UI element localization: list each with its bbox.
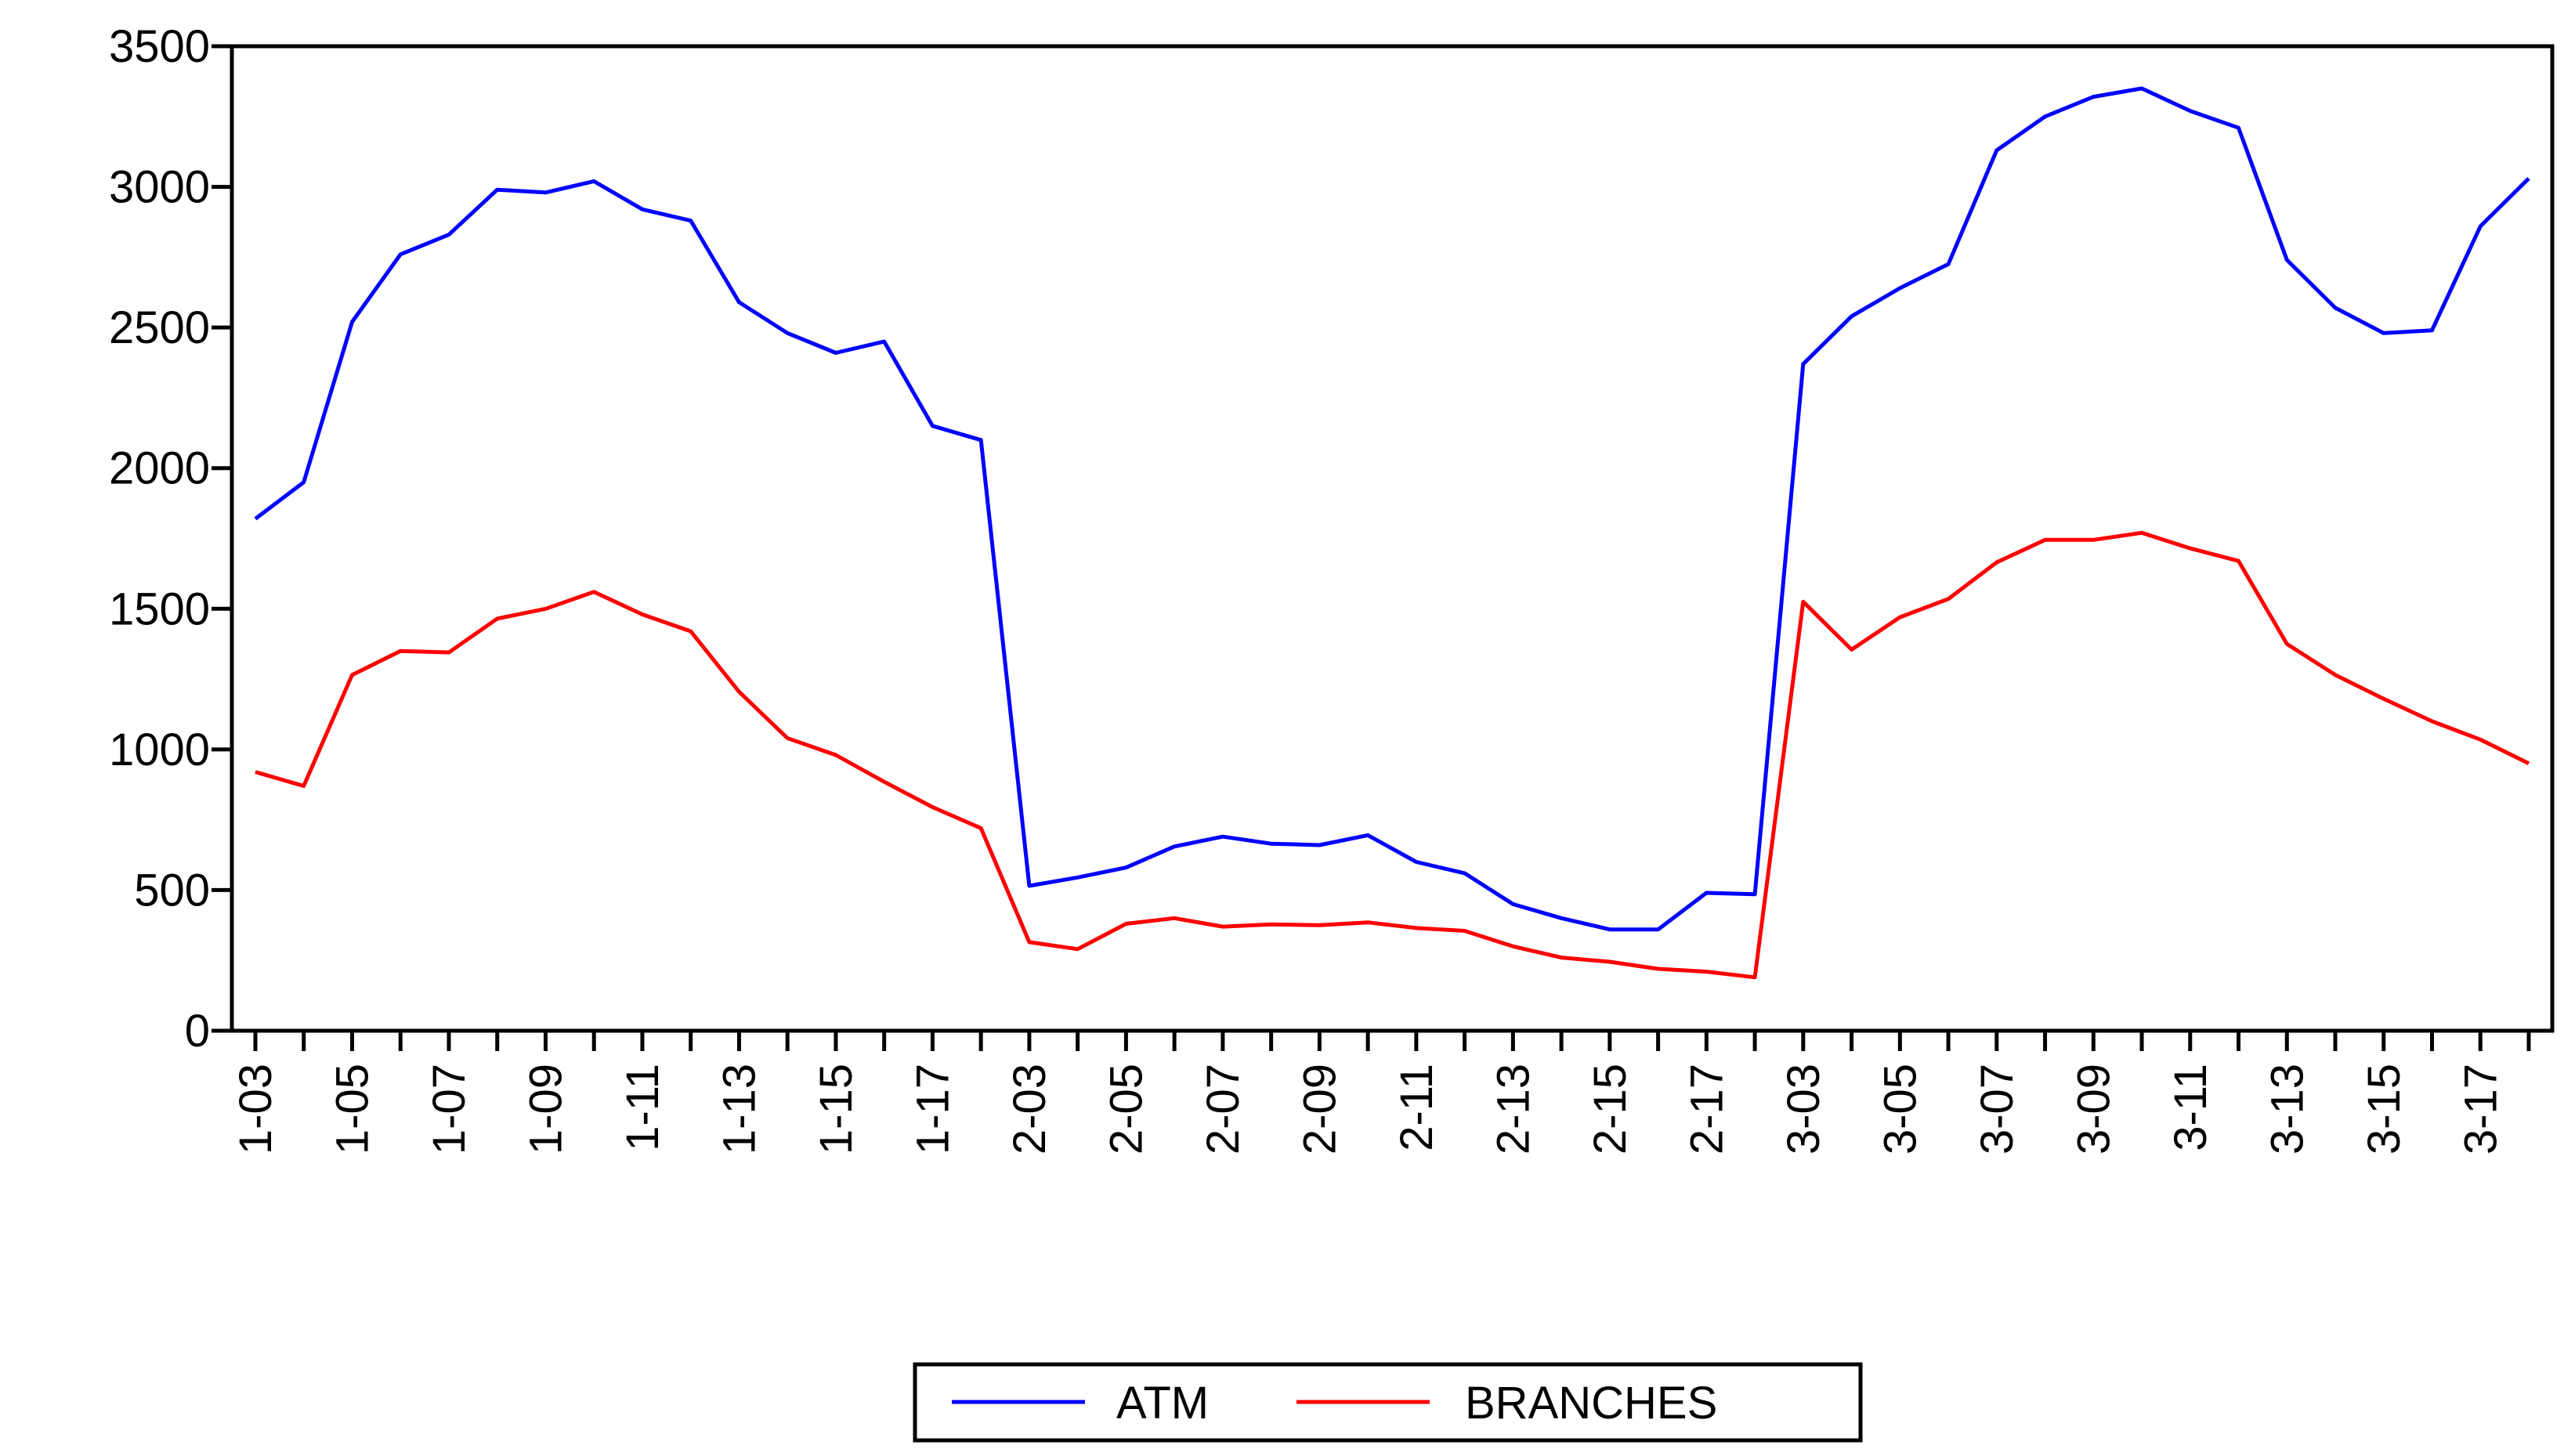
- legend: ATM BRANCHES: [913, 1362, 1863, 1443]
- y-tick-label: 0: [185, 1006, 210, 1057]
- x-tick-label: 1-17: [907, 1064, 958, 1154]
- x-tick-label: 1-13: [714, 1064, 765, 1154]
- x-tick-label: 2-15: [1585, 1064, 1636, 1154]
- plot-frame: [230, 44, 2555, 1033]
- x-tick-label: 3-13: [2262, 1064, 2313, 1154]
- series-layer: [254, 86, 2530, 980]
- x-axis: 1-03 1-05 1-07 1-09 1-11 1-13 1-15 1-17 2-03 2-05…: [230, 1031, 2531, 1154]
- x-tick-label: 2-17: [1681, 1064, 1732, 1154]
- legend-label-atm: ATM: [1116, 1378, 1209, 1429]
- x-tick-label: 2-09: [1294, 1064, 1345, 1154]
- x-tick-label: 3-11: [2165, 1064, 2216, 1151]
- x-tick-label: 2-13: [1488, 1064, 1539, 1154]
- x-tick-label: 2-07: [1198, 1064, 1249, 1154]
- y-tick-label: 1000: [109, 724, 210, 775]
- series-line-branches: [255, 530, 2530, 980]
- y-tick-label: 3000: [109, 162, 210, 213]
- x-tick-label: 3-05: [1875, 1064, 1926, 1154]
- y-axis: 0 500 1000 1500 2000 2500 3000 3500: [109, 21, 232, 1057]
- y-tick-label: 500: [134, 865, 210, 916]
- y-tick-label: 3500: [109, 21, 210, 72]
- x-tick-label: 2-03: [1004, 1064, 1055, 1154]
- x-tick-label: 1-05: [327, 1064, 378, 1154]
- x-tick-label: 2-05: [1101, 1064, 1152, 1154]
- legend-label-branches: BRANCHES: [1465, 1378, 1717, 1429]
- x-tick-label: 1-07: [424, 1064, 475, 1154]
- y-tick-label: 2000: [109, 443, 210, 494]
- x-tick-label: 1-09: [520, 1064, 571, 1154]
- y-tick-label: 1500: [109, 583, 210, 634]
- series-line-atm: [254, 86, 2530, 932]
- x-tick-label: 3-17: [2455, 1064, 2506, 1154]
- x-tick-label: 3-07: [1972, 1064, 2023, 1154]
- y-tick-label: 2500: [109, 302, 210, 353]
- x-tick-label: 2-11: [1391, 1064, 1442, 1151]
- x-tick-label: 1-11: [617, 1064, 668, 1151]
- x-tick-label: 3-15: [2359, 1064, 2410, 1154]
- x-tick-label: 3-09: [2068, 1064, 2119, 1154]
- x-tick-label: 1-15: [811, 1064, 862, 1154]
- x-tick-label: 3-03: [1778, 1064, 1829, 1154]
- x-tick-label: 1-03: [230, 1064, 281, 1154]
